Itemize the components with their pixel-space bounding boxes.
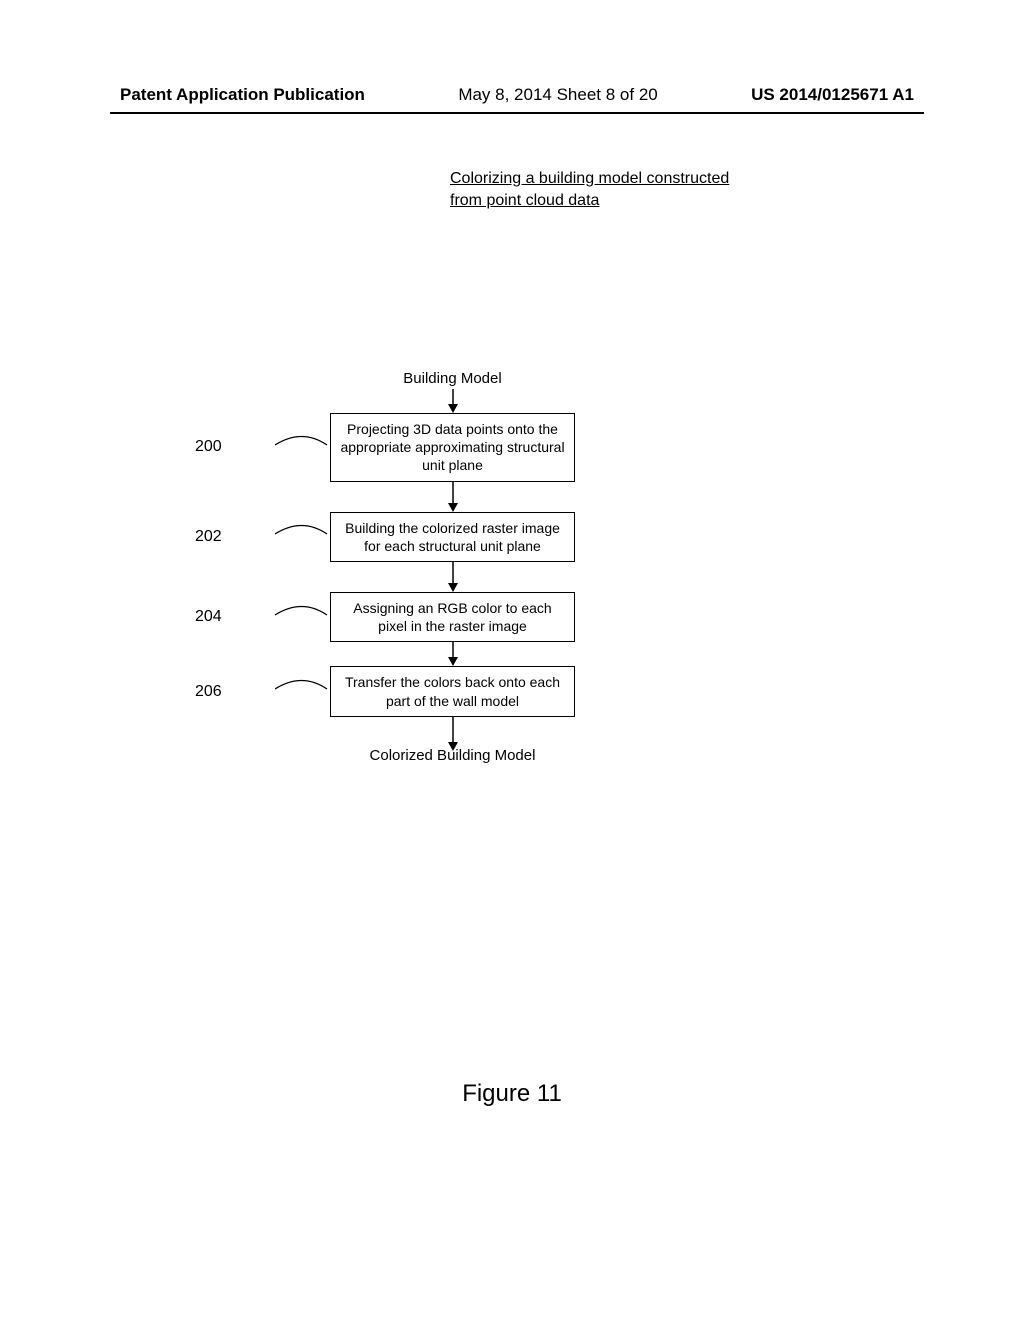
arrow-icon [330, 482, 575, 512]
arrow-icon [330, 562, 575, 592]
title-line1: Colorizing a building model constructed [450, 168, 729, 190]
page-header: Patent Application Publication May 8, 20… [120, 85, 914, 105]
header-right: US 2014/0125671 A1 [751, 85, 914, 105]
flow-step-204: Assigning an RGB color to each pixel in … [330, 592, 575, 642]
connector-arc-icon [275, 519, 330, 554]
ref-204: 204 [195, 608, 275, 626]
header-rule [110, 112, 924, 114]
ref-200: 200 [195, 438, 275, 456]
arrow-icon [330, 389, 575, 413]
header-center: May 8, 2014 Sheet 8 of 20 [458, 85, 657, 105]
figure-caption: Figure 11 [0, 1080, 1024, 1108]
flow-step-206: Transfer the colors back onto each part … [330, 666, 575, 716]
ref-202: 202 [195, 528, 275, 546]
connector-arc-icon [275, 600, 330, 635]
arrow-icon [330, 642, 575, 666]
ref-206: 206 [195, 683, 275, 701]
connector-arc-icon [275, 430, 330, 465]
flow-step-200: Projecting 3D data points onto the appro… [330, 413, 575, 482]
flowchart: Building Model 200 Projecting 3D data po… [195, 370, 575, 766]
header-left: Patent Application Publication [120, 85, 365, 105]
diagram-title: Colorizing a building model constructed … [450, 168, 729, 211]
connector-arc-icon [275, 674, 330, 709]
arrow-icon [330, 717, 575, 747]
title-line2: from point cloud data [450, 190, 729, 212]
flow-start-label: Building Model [330, 370, 575, 389]
flow-step-202: Building the colorized raster image for … [330, 512, 575, 562]
